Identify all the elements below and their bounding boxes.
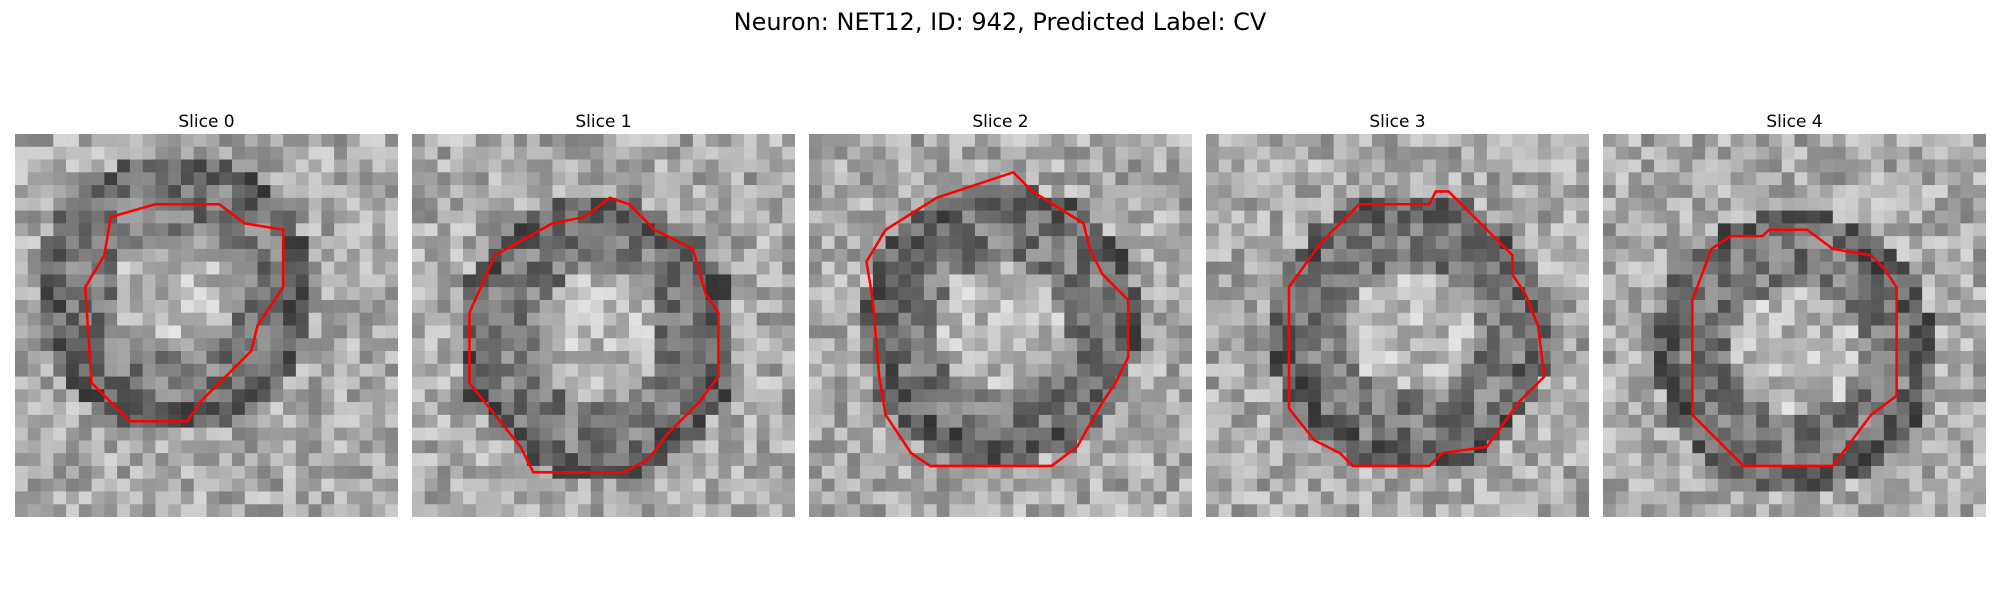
figure-title: Neuron: NET12, ID: 942, Predicted Label:… xyxy=(733,8,1267,36)
pixel-grid xyxy=(1603,134,1986,517)
slice-title: Slice 2 xyxy=(972,112,1029,132)
slice-title: Slice 0 xyxy=(178,112,235,132)
pixel-grid xyxy=(15,134,398,517)
pixel-grid xyxy=(809,134,1192,517)
slice-title: Slice 3 xyxy=(1369,112,1426,132)
slice-panel-2: Slice 2 xyxy=(809,110,1192,517)
slice-image xyxy=(1206,134,1589,517)
roi-contour xyxy=(1287,190,1546,468)
slice-panel-1: Slice 1 xyxy=(412,110,795,517)
pixel-grid xyxy=(1206,134,1589,517)
roi-contour xyxy=(83,202,285,423)
slice-panel-4: Slice 4 xyxy=(1603,110,1986,517)
slice-panel-0: Slice 0 xyxy=(15,110,398,517)
roi-contour xyxy=(1691,228,1898,468)
roi-contour xyxy=(865,170,1130,468)
pixel-grid xyxy=(412,134,795,517)
slice-image xyxy=(1603,134,1986,517)
slice-title: Slice 4 xyxy=(1766,112,1823,132)
slice-panel-3: Slice 3 xyxy=(1206,110,1589,517)
slice-image xyxy=(15,134,398,517)
slice-image xyxy=(809,134,1192,517)
slice-title: Slice 1 xyxy=(575,112,632,132)
slice-image xyxy=(412,134,795,517)
roi-contour xyxy=(468,196,720,474)
